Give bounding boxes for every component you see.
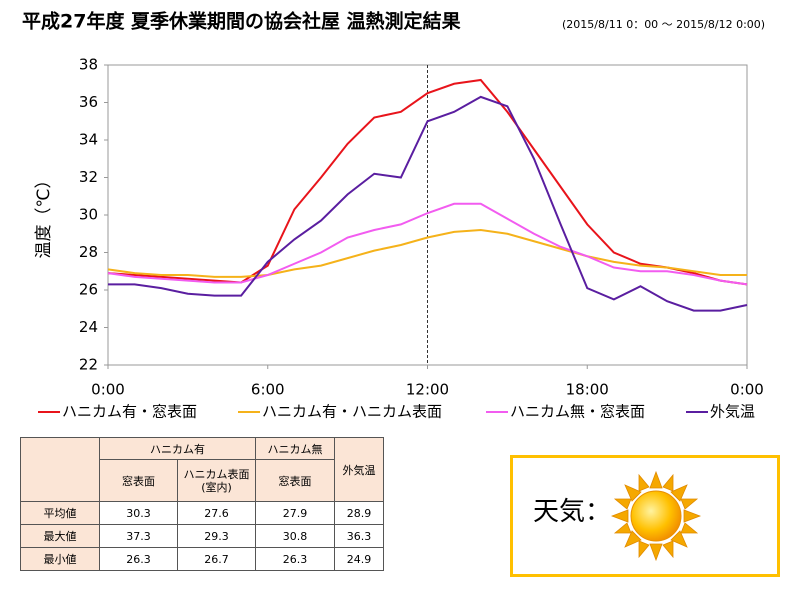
table-cell: 27.9 — [255, 501, 335, 525]
table-cell: 28.9 — [334, 501, 384, 525]
x-tick-label: 18:00 — [566, 381, 609, 399]
chart-subtitle: (2015/8/11 0：00 ～ 2015/8/12 0:00) — [562, 18, 765, 31]
weather-label: 天気： — [533, 497, 612, 527]
series-line — [107, 78, 748, 286]
x-tick-label: 6:00 — [251, 381, 285, 399]
group-header: ハニカム有 — [99, 437, 256, 460]
table-cell: 最小値 — [20, 547, 100, 571]
table-cell: 平均値 — [20, 501, 100, 525]
legend-label: ハニカム有・窓表面 — [62, 403, 197, 421]
table-cell: 26.3 — [255, 547, 335, 571]
table-cell: 24.9 — [334, 547, 384, 571]
y-tick-label: 28 — [79, 243, 98, 261]
sun-icon — [611, 471, 701, 561]
table-cell: 26.3 — [99, 547, 178, 571]
legend-label: ハニカム有・ハニカム表面 — [262, 403, 442, 421]
y-axis-label: 温度（℃） — [34, 171, 54, 258]
table-cell: 29.3 — [177, 524, 256, 548]
series-line — [107, 202, 748, 286]
table-row: 最大値 37.3 29.3 30.8 36.3 — [20, 524, 384, 548]
sub-header: 窓表面 — [99, 459, 178, 502]
table-row: 平均値 30.3 27.6 27.9 28.9 — [20, 501, 384, 525]
sub-header: 窓表面 — [255, 459, 335, 502]
table-cell: 30.8 — [255, 524, 335, 548]
y-tick-label: 30 — [79, 206, 98, 224]
chart: 平成27年度 夏季休業期間の協会社屋 温熱測定結果 (2015/8/11 0：0… — [22, 10, 765, 421]
weather-box: 天気： — [510, 455, 780, 577]
x-tick-label: 0:00 — [730, 381, 764, 399]
legend-label: ハニカム無・窓表面 — [510, 403, 645, 421]
table-cell: 30.3 — [99, 501, 178, 525]
y-tick-label: 34 — [79, 131, 98, 149]
series-line — [107, 228, 747, 278]
summary-table: ハニカム有 ハニカム無 外気温 窓表面 ハニカム表面 (室内) 窓表面 平均値 3… — [20, 437, 384, 571]
corner-cell — [20, 437, 100, 502]
series-line — [108, 95, 748, 312]
table-cell: 最大値 — [20, 524, 100, 548]
chart-title: 平成27年度 夏季休業期間の協会社屋 温熱測定結果 — [22, 10, 461, 33]
y-tick-label: 22 — [79, 356, 98, 374]
table-cell: 37.3 — [99, 524, 178, 548]
legend-label: 外気温 — [710, 403, 755, 421]
y-tick-label: 26 — [79, 281, 98, 299]
y-tick-label: 38 — [79, 56, 98, 74]
x-tick-label: 12:00 — [406, 381, 449, 399]
sub-header: ハニカム表面 (室内) — [177, 459, 256, 502]
y-tick-label: 36 — [79, 93, 98, 111]
group-header: ハニカム無 — [255, 437, 335, 460]
x-tick-label: 0:00 — [91, 381, 125, 399]
table-cell: 26.7 — [177, 547, 256, 571]
group-header: 外気温 — [334, 437, 384, 502]
y-tick-label: 32 — [79, 168, 98, 186]
y-tick-label: 24 — [79, 318, 98, 336]
table-cell: 27.6 — [177, 501, 256, 525]
table-cell: 36.3 — [334, 524, 384, 548]
table-row: 最小値 26.3 26.7 26.3 24.9 — [20, 547, 384, 571]
